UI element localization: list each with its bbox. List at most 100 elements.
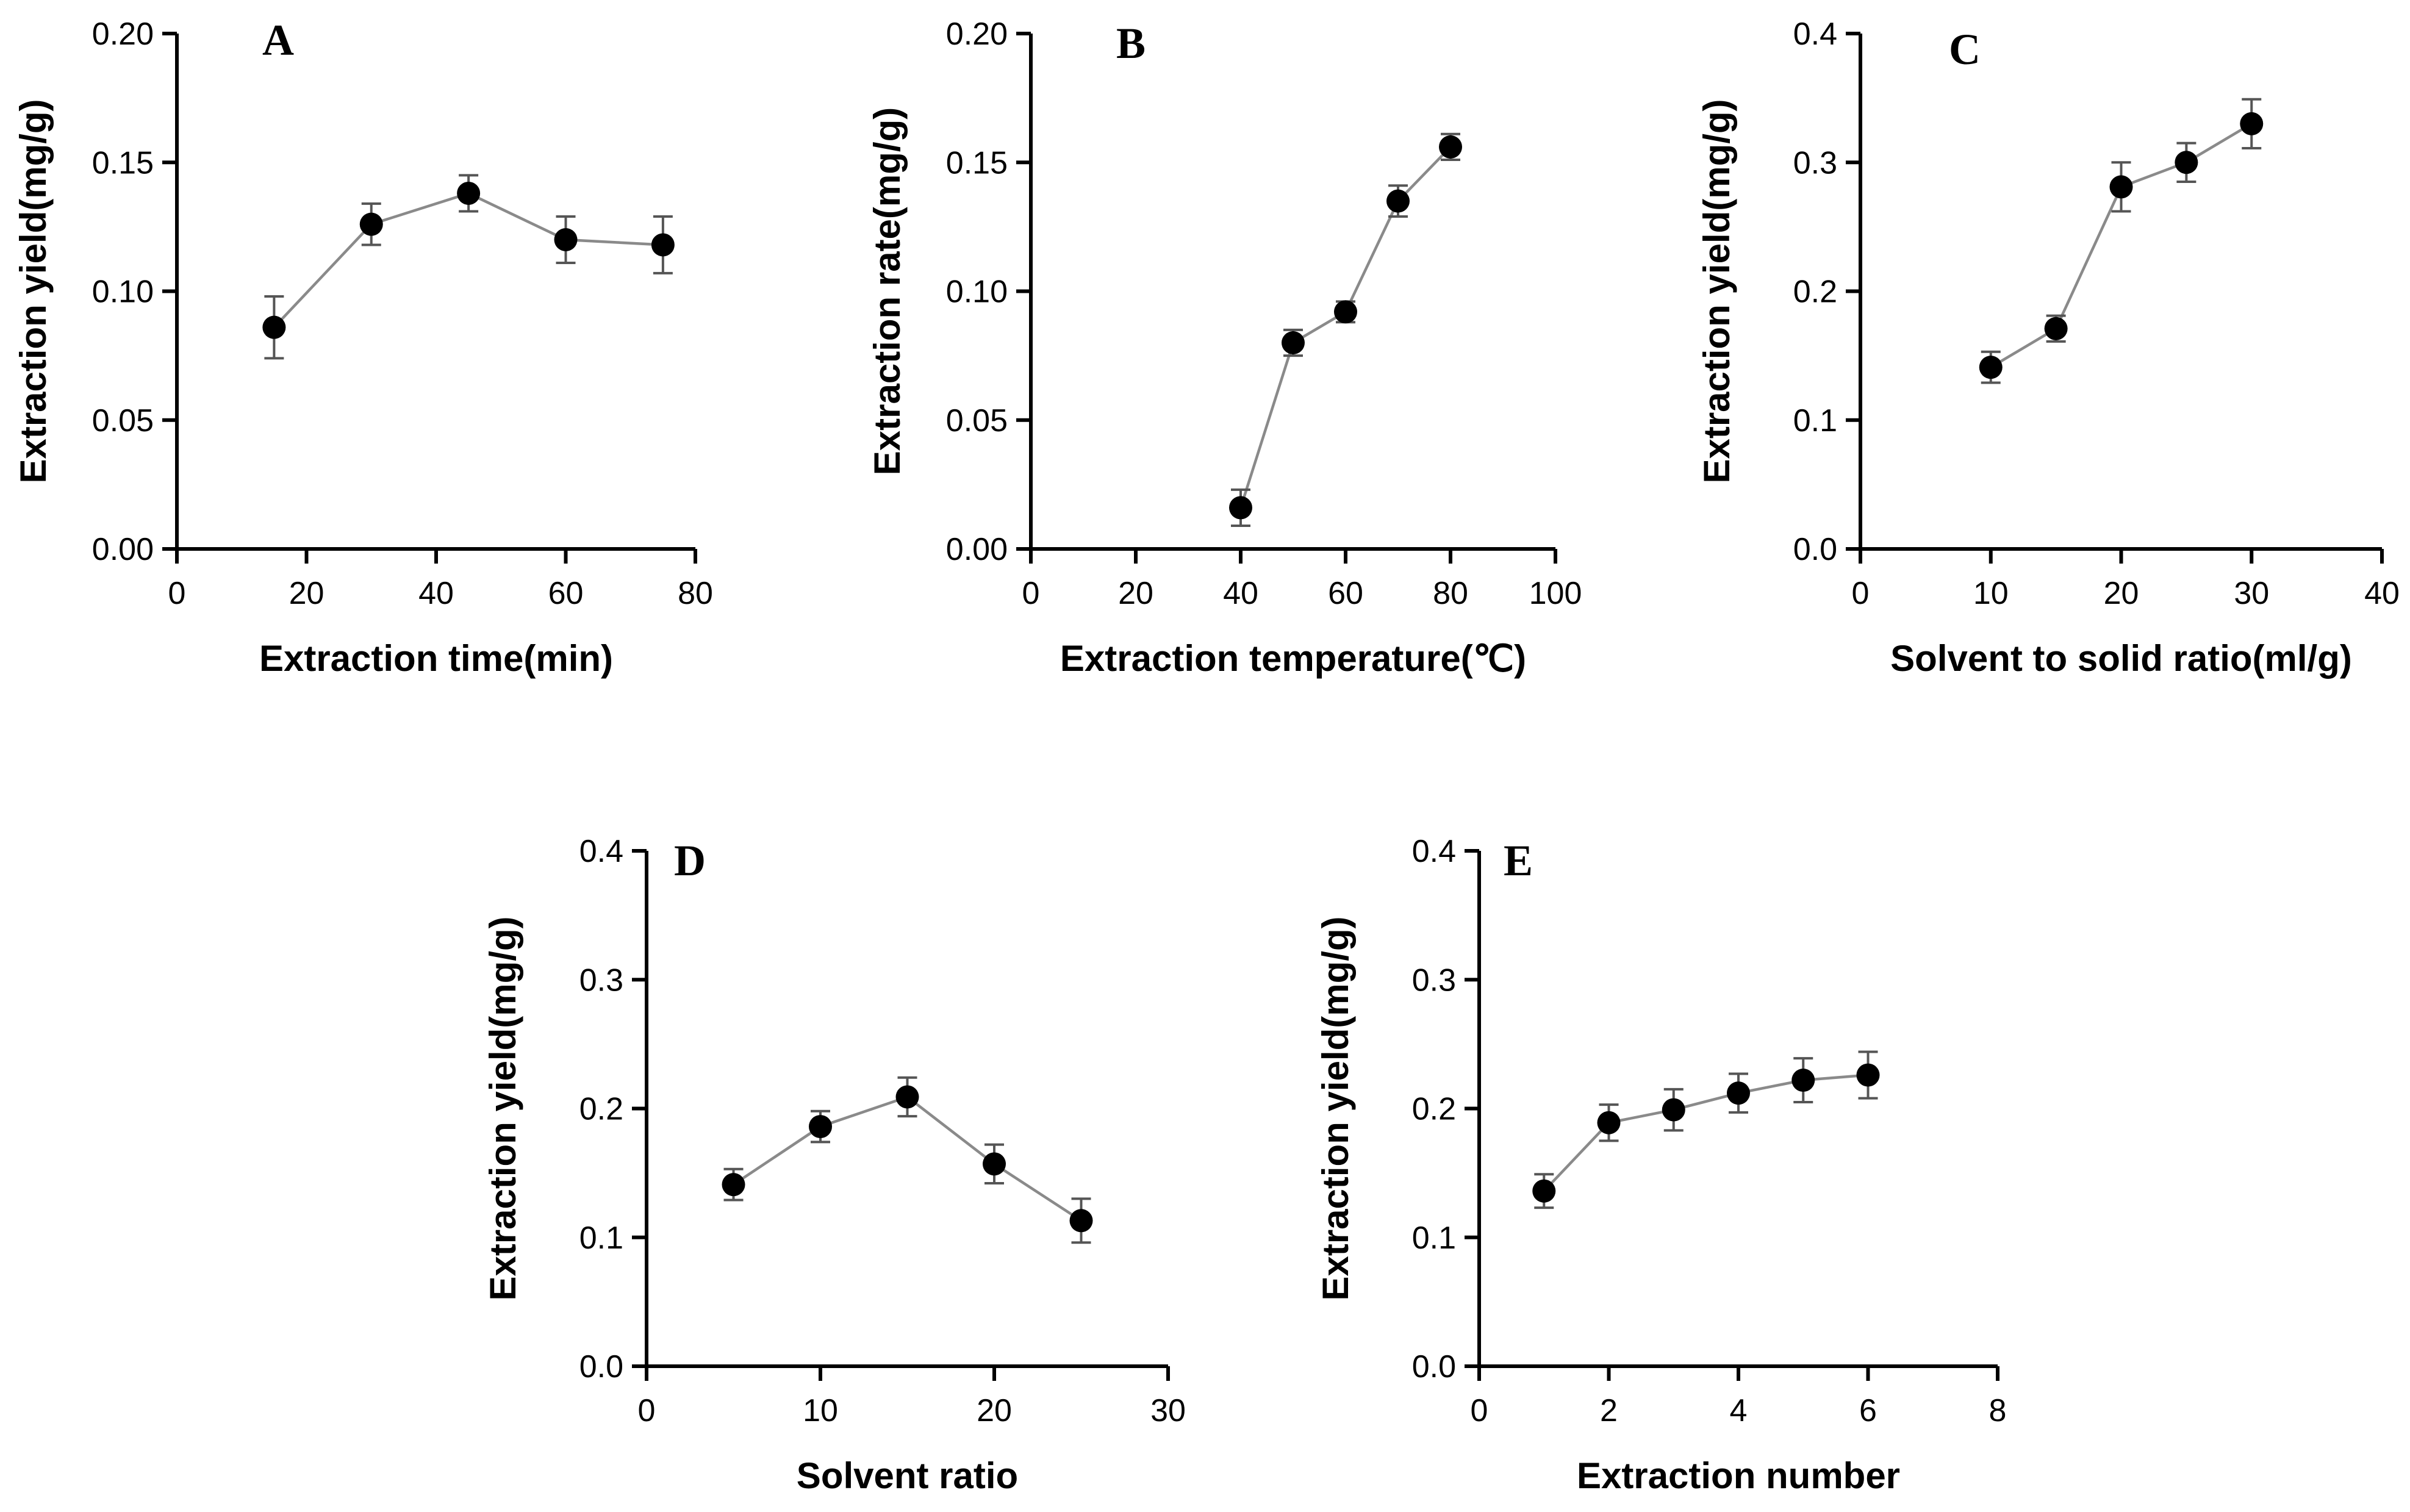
panel-b-series-line bbox=[1239, 146, 1452, 509]
panel-e-x-tick-label: 2 bbox=[1600, 1393, 1618, 1428]
panel-a-data-point bbox=[359, 212, 383, 236]
panel-a-y-axis-title: Extraction yield(mg/g) bbox=[13, 99, 54, 483]
panel-e-data-point bbox=[1662, 1098, 1685, 1122]
panel-e: 0.0 0.1 0.2 0.3 0.4 0 2 4 6 8 Extraction number Ext… bbox=[1315, 834, 2006, 1496]
panel-a-letter: A bbox=[262, 16, 294, 65]
panel-d-x-tick-label: 0 bbox=[638, 1393, 656, 1428]
panel-d-data-point bbox=[1069, 1209, 1093, 1233]
panel-c-y-tick-label: 0.3 bbox=[1793, 145, 1837, 181]
panel-e-data-point bbox=[1597, 1111, 1621, 1134]
panel-e-data-point bbox=[1791, 1069, 1815, 1092]
panel-e-y-tick-label: 0.3 bbox=[1412, 962, 1456, 998]
panel-b-x-tick-label: 20 bbox=[1118, 576, 1153, 611]
panel-d-y-tick-label: 0.4 bbox=[579, 834, 623, 869]
panel-a-data-point bbox=[262, 315, 286, 339]
panel-c-data-point bbox=[2175, 151, 2198, 174]
panel-e-data-point bbox=[1727, 1081, 1750, 1105]
panel-d-data-point bbox=[895, 1085, 919, 1109]
panel-c-data-point bbox=[2240, 112, 2264, 135]
panel-b-x-tick-label: 40 bbox=[1223, 576, 1258, 611]
panel-a-data-point bbox=[457, 181, 481, 205]
panel-a: 0.00 0.05 0.10 0.15 0.20 0 20 40 60 80 Extraction … bbox=[13, 16, 713, 679]
panel-b-x-tick-label: 60 bbox=[1328, 576, 1363, 611]
panel-d-data-point bbox=[722, 1173, 745, 1197]
panel-a-x-tick-label: 60 bbox=[548, 576, 584, 611]
panel-c-x-tick-label: 20 bbox=[2104, 576, 2139, 611]
panel-a-y-tick-label: 0.15 bbox=[92, 145, 154, 181]
panel-a-y-tick-label: 0.10 bbox=[92, 274, 154, 310]
panel-e-series-line bbox=[1543, 1073, 1868, 1192]
panel-a-x-tick-label: 40 bbox=[418, 576, 454, 611]
panel-d-y-tick-label: 0.1 bbox=[579, 1220, 623, 1256]
panel-b-y-tick-label: 0.10 bbox=[946, 274, 1008, 310]
panel-c-data-point bbox=[2044, 317, 2068, 340]
panel-c-y-tick-label: 0.1 bbox=[1793, 403, 1837, 439]
panel-d-x-axis-title: Solvent ratio bbox=[797, 1455, 1018, 1496]
panel-b-y-tick-label: 0.15 bbox=[946, 145, 1008, 181]
panel-b-x-tick-label: 80 bbox=[1433, 576, 1468, 611]
panel-c-x-tick-label: 10 bbox=[1973, 576, 2009, 611]
panel-e-y-tick-label: 0.0 bbox=[1412, 1349, 1456, 1385]
panel-a-y-tick-label: 0.05 bbox=[92, 403, 154, 439]
panel-d-letter: D bbox=[674, 836, 706, 885]
panel-a-x-tick-label: 0 bbox=[168, 576, 186, 611]
panel-c-letter: C bbox=[1949, 25, 1981, 74]
panel-b-letter: B bbox=[1116, 19, 1146, 68]
panel-c-data-point bbox=[2109, 175, 2133, 199]
panel-b-x-tick-label: 100 bbox=[1529, 576, 1582, 611]
panel-b-y-tick-label: 0.00 bbox=[946, 532, 1008, 567]
panel-e-data-point bbox=[1532, 1179, 1556, 1203]
panel-e-y-axis-title: Extraction yield(mg/g) bbox=[1315, 916, 1356, 1300]
panel-b-y-tick-label: 0.20 bbox=[946, 16, 1008, 52]
panel-c-y-tick-label: 0.4 bbox=[1793, 16, 1837, 52]
panel-b-data-point bbox=[1229, 496, 1252, 520]
panel-c-x-axis-title: Solvent to solid ratio(ml/g) bbox=[1890, 638, 2352, 679]
panel-c-x-tick-label: 40 bbox=[2364, 576, 2400, 611]
panel-b: 0.000.050.100.150.200 20 40 60 80 100Extracti… bbox=[867, 16, 1582, 679]
panel-e-y-tick-label: 0.4 bbox=[1412, 834, 1456, 869]
panel-a-x-tick-label: 20 bbox=[289, 576, 325, 611]
panel-d: 0.0 0.1 0.2 0.3 0.4 0 10 20 30 Solvent ratio Extra… bbox=[482, 834, 1186, 1496]
panel-e-x-tick-label: 6 bbox=[1859, 1393, 1877, 1428]
panel-b-data-point bbox=[1334, 300, 1357, 324]
panel-a-data-point bbox=[651, 233, 675, 257]
panel-d-data-point bbox=[809, 1115, 832, 1139]
panel-c-x-tick-label: 30 bbox=[2234, 576, 2269, 611]
panel-a-y-tick-label: 0.00 bbox=[92, 532, 154, 567]
panel-a-x-tick-label: 80 bbox=[678, 576, 713, 611]
panel-b-data-point bbox=[1282, 331, 1305, 354]
panel-b-data-point bbox=[1439, 135, 1462, 159]
panel-a-data-point bbox=[554, 228, 578, 251]
panel-c-x-tick-label: 0 bbox=[1852, 576, 1870, 611]
panel-b-y-tick-label: 0.05 bbox=[946, 403, 1008, 439]
panel-e-y-tick-label: 0.1 bbox=[1412, 1220, 1456, 1256]
panel-e-y-tick-label: 0.2 bbox=[1412, 1092, 1456, 1127]
panel-e-data-point bbox=[1856, 1063, 1880, 1087]
panel-e-x-tick-label: 8 bbox=[1989, 1393, 2007, 1428]
panel-d-y-tick-label: 0.2 bbox=[579, 1092, 623, 1127]
panel-d-y-tick-label: 0.0 bbox=[579, 1349, 623, 1385]
panel-d-data-point bbox=[983, 1152, 1006, 1176]
panel-a-series-line bbox=[273, 192, 663, 329]
panel-b-data-point bbox=[1386, 189, 1410, 213]
panel-c: 0.0 0.1 0.2 0.3 0.4 0 10 20 30 40 Solvent to solid… bbox=[1696, 16, 2400, 679]
panel-c-series-line bbox=[1990, 122, 2253, 369]
panel-a-y-tick-label: 0.20 bbox=[92, 16, 154, 52]
panel-e-x-tick-label: 4 bbox=[1730, 1393, 1748, 1428]
panel-d-y-tick-label: 0.3 bbox=[579, 962, 623, 998]
panel-b-x-axis-title: Extraction temperature(℃) bbox=[1060, 638, 1526, 679]
panel-d-x-tick-label: 30 bbox=[1150, 1393, 1186, 1428]
panel-c-y-tick-label: 0.2 bbox=[1793, 274, 1837, 310]
panel-d-x-tick-label: 10 bbox=[803, 1393, 838, 1428]
panel-d-y-axis-title: Extraction yield(mg/g) bbox=[482, 916, 523, 1300]
panel-d-x-tick-label: 20 bbox=[977, 1393, 1012, 1428]
panel-b-y-axis-title: Extraction rate(mg/g) bbox=[867, 107, 908, 475]
panel-c-y-tick-label: 0.0 bbox=[1793, 532, 1837, 567]
panel-b-x-tick-label: 0 bbox=[1022, 576, 1040, 611]
panel-c-data-point bbox=[1979, 356, 2003, 379]
panel-e-x-tick-label: 0 bbox=[1471, 1393, 1488, 1428]
panel-e-letter: E bbox=[1504, 836, 1533, 885]
panel-e-x-axis-title: Extraction number bbox=[1577, 1455, 1900, 1496]
panel-c-y-axis-title: Extraction yield(mg/g) bbox=[1696, 99, 1737, 483]
